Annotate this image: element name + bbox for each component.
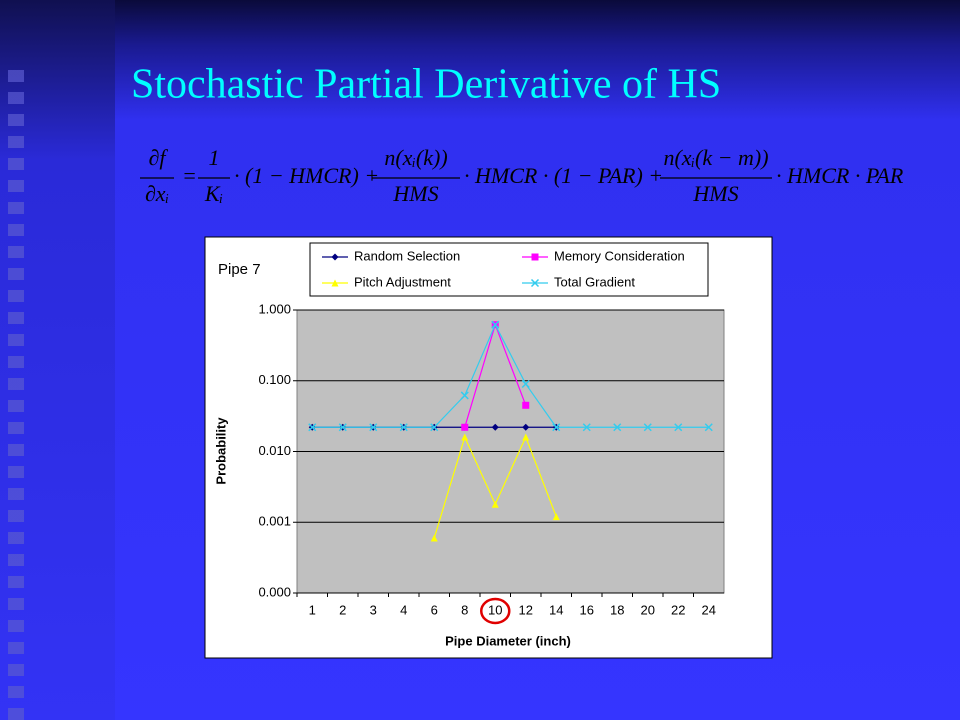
formula-numerator: n(xᵢ(k − m)): [663, 145, 768, 170]
legend-label: Pitch Adjustment: [354, 274, 451, 289]
point: [331, 279, 339, 287]
y-tick-label: 1.000: [258, 301, 291, 316]
slide-title: Stochastic Partial Derivative of HS: [131, 62, 721, 108]
point: [522, 433, 530, 441]
formula-numerator: 1: [209, 145, 220, 170]
formula-denominator: HMS: [692, 181, 738, 206]
point: [331, 253, 339, 261]
point: [704, 423, 713, 432]
formula-denominator: HMS: [392, 181, 438, 206]
point: [430, 423, 439, 432]
chart-title: Pipe 7: [218, 261, 261, 278]
formula-denominator: ∂xᵢ: [145, 181, 169, 206]
x-tick-label: 4: [400, 602, 407, 617]
point: [552, 423, 561, 432]
formula-denominator: Kᵢ: [204, 181, 223, 206]
legend-box: [309, 242, 709, 297]
formula-text: · HMCR · (1 − PAR) +: [464, 163, 663, 188]
point: [522, 401, 530, 409]
point: [552, 513, 560, 521]
x-tick-label: 6: [431, 602, 438, 617]
point: [460, 391, 469, 400]
x-tick-label: 14: [549, 602, 563, 617]
point: [582, 423, 591, 432]
x-tick-label: 18: [610, 602, 624, 617]
x-tick-label: 2: [339, 602, 346, 617]
y-axis-label: Probability: [213, 417, 228, 485]
formula-text: · (1 − HMCR) +: [234, 163, 379, 188]
point: [491, 500, 499, 508]
x-tick-label: 3: [370, 602, 377, 617]
formula-equals: =: [182, 163, 197, 188]
x-tick-label: 20: [641, 602, 655, 617]
point: [522, 423, 530, 431]
formula-numerator: ∂f: [149, 145, 169, 170]
point: [461, 423, 469, 431]
formula-numerator: n(xᵢ(k)): [384, 145, 447, 170]
x-tick-label: 24: [702, 602, 716, 617]
chart: Pipe 7 Pipe Diameter (inch) Probability …: [204, 236, 773, 659]
formula: ∂f ∂xᵢ = 1 Kᵢ · (1 − HMCR) +n(xᵢ(k)) HMS · HMCR…: [140, 145, 904, 206]
y-tick-label: 0.000: [258, 584, 291, 599]
x-tick-label: 1: [309, 602, 316, 617]
point: [338, 423, 347, 432]
x-tick-label: 16: [580, 602, 594, 617]
point: [531, 253, 539, 261]
y-tick-label: 0.100: [258, 372, 291, 387]
x-tick-label: 10: [488, 602, 502, 617]
point: [491, 320, 500, 329]
x-axis-label: Pipe Diameter (inch): [445, 633, 571, 648]
x-tick-label: 12: [519, 602, 533, 617]
formula-text: · HMCR · PAR: [776, 163, 904, 188]
highlight-circle: [480, 597, 511, 625]
point: [613, 423, 622, 432]
point: [399, 423, 408, 432]
point: [674, 423, 683, 432]
x-tick-label: 22: [671, 602, 685, 617]
point: [430, 534, 438, 542]
point: [461, 433, 469, 441]
legend-label: Memory Consideration: [554, 248, 685, 263]
side-squares: [8, 70, 24, 720]
x-tick-label: 8: [461, 602, 468, 617]
y-tick-label: 0.010: [258, 443, 291, 458]
point: [521, 379, 530, 389]
point: [308, 423, 317, 432]
legend-label: Random Selection: [354, 248, 460, 263]
point: [369, 423, 378, 432]
point: [491, 423, 499, 431]
legend-label: Total Gradient: [554, 274, 635, 289]
point: [643, 423, 652, 432]
point: [530, 278, 540, 288]
series-line: [312, 323, 709, 428]
y-tick-label: 0.001: [258, 514, 291, 529]
